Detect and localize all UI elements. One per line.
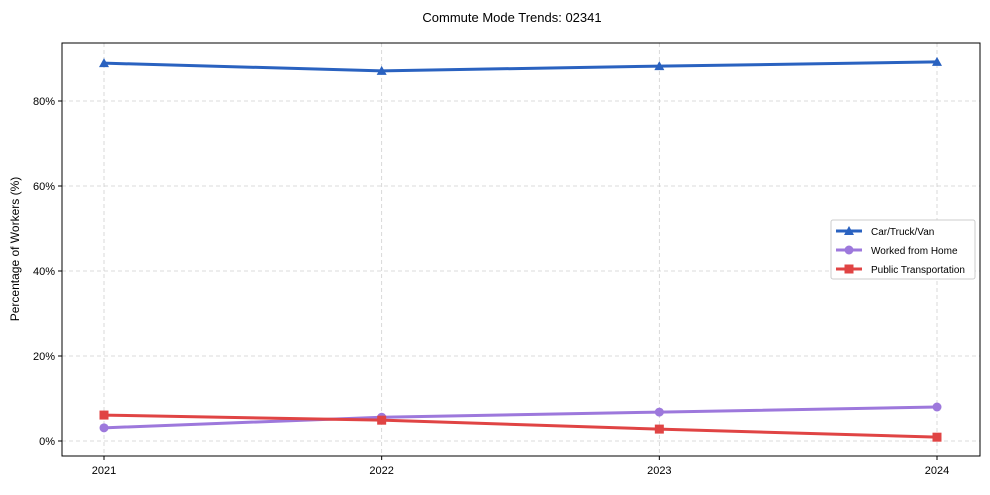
x-tick-label: 2022 (369, 465, 393, 477)
y-tick-label: 80% (33, 96, 55, 108)
data-point (654, 407, 664, 417)
legend-label: Worked from Home (871, 246, 958, 257)
data-point (99, 410, 109, 420)
data-point (99, 58, 109, 68)
data-point (932, 432, 942, 442)
legend-label: Car/Truck/Van (871, 227, 934, 238)
series-line (103, 405, 938, 430)
legend-box (830, 219, 976, 280)
y-tick-label: 20% (33, 351, 55, 363)
x-tick-label: 2021 (92, 465, 116, 477)
data-point (654, 424, 664, 434)
plot-area-frame (61, 42, 981, 457)
legend-marker (844, 264, 854, 274)
x-tick-label: 2023 (647, 465, 671, 477)
data-point (99, 423, 109, 433)
chart-title: Commute Mode Trends: 02341 (422, 10, 601, 25)
data-point (932, 56, 942, 66)
y-tick-label: 60% (33, 181, 55, 193)
data-point (376, 65, 387, 75)
data-point (654, 61, 665, 71)
legend-label: Public Transportation (871, 265, 965, 276)
series-line (103, 413, 938, 439)
legend-marker (844, 245, 854, 255)
y-tick-label: 0% (39, 436, 55, 448)
series-line (103, 60, 938, 73)
data-point (932, 402, 942, 412)
y-axis-label: Percentage of Workers (%) (8, 177, 22, 322)
legend-marker (844, 226, 854, 235)
data-point (377, 415, 387, 425)
y-tick-label: 40% (33, 266, 55, 278)
x-tick-label: 2024 (925, 465, 949, 477)
